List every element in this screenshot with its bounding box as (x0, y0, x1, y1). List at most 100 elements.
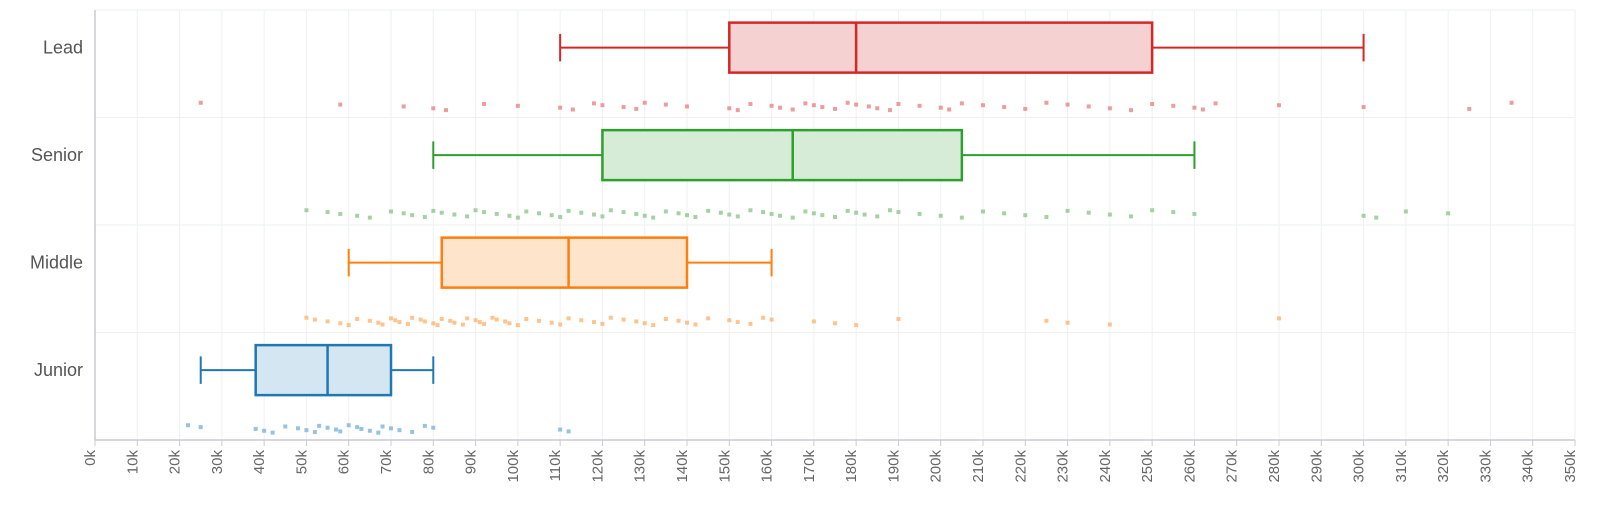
jitter-point (490, 316, 494, 320)
jitter-point (495, 318, 499, 322)
jitter-point (558, 215, 562, 219)
jitter-point (507, 321, 511, 325)
jitter-point (1023, 107, 1027, 111)
jitter-point (283, 424, 287, 428)
jitter-point (812, 319, 816, 323)
x-tick-label: 130k (632, 450, 649, 483)
jitter-point (685, 213, 689, 217)
jitter-point (516, 104, 520, 108)
jitter-point (939, 214, 943, 218)
jitter-point (381, 424, 385, 428)
jitter-point (854, 103, 858, 107)
jitter-point (338, 212, 342, 216)
x-tick-label: 250k (1139, 450, 1156, 483)
jitter-point (1108, 106, 1112, 110)
jitter-point (1066, 209, 1070, 213)
jitter-point (600, 322, 604, 326)
jitter-point (939, 106, 943, 110)
x-tick-label: 140k (674, 450, 691, 483)
jitter-point (677, 319, 681, 323)
x-tick-label: 40k (251, 450, 268, 475)
jitter-point (402, 104, 406, 108)
jitter-point (1446, 211, 1450, 215)
jitter-point (1108, 213, 1112, 217)
box (729, 23, 1152, 73)
jitter-point (347, 423, 351, 427)
y-category-label: Junior (34, 360, 83, 380)
jitter-point (482, 322, 486, 326)
jitter-point (1129, 108, 1133, 112)
jitter-point (567, 209, 571, 213)
jitter-point (960, 216, 964, 220)
jitter-point (727, 106, 731, 110)
jitter-point (1066, 321, 1070, 325)
jitter-point (651, 216, 655, 220)
x-tick-label: 30k (209, 450, 226, 475)
jitter-point (452, 321, 456, 325)
jitter-point (1171, 104, 1175, 108)
jitter-point (410, 213, 414, 217)
jitter-point (846, 209, 850, 213)
jitter-point (393, 318, 397, 322)
jitter-point (833, 107, 837, 111)
box (602, 130, 961, 180)
jitter-point (431, 106, 435, 110)
jitter-point (1171, 210, 1175, 214)
jitter-point (516, 323, 520, 327)
x-tick-label: 220k (1012, 450, 1029, 483)
jitter-point (981, 103, 985, 107)
x-tick-label: 150k (716, 450, 733, 483)
jitter-point (896, 102, 900, 106)
jitter-point (338, 321, 342, 325)
x-tick-label: 210k (970, 450, 987, 483)
jitter-point (410, 316, 414, 320)
jitter-point (465, 316, 469, 320)
jitter-point (896, 210, 900, 214)
jitter-point (482, 210, 486, 214)
jitter-point (440, 211, 444, 215)
jitter-point (736, 108, 740, 112)
x-tick-label: 80k (420, 450, 437, 475)
jitter-point (436, 323, 440, 327)
jitter-point (478, 320, 482, 324)
jitter-point (271, 431, 275, 435)
x-tick-label: 50k (293, 450, 310, 475)
jitter-point (1374, 216, 1378, 220)
jitter-point (643, 101, 647, 105)
jitter-point (389, 316, 393, 320)
jitter-point (347, 323, 351, 327)
jitter-point (397, 320, 401, 324)
jitter-point (854, 211, 858, 215)
jitter-point (664, 317, 668, 321)
jitter-point (643, 321, 647, 325)
jitter-point (313, 430, 317, 434)
jitter-point (368, 216, 372, 220)
jitter-point (1044, 101, 1048, 105)
jitter-point (1087, 211, 1091, 215)
x-tick-label: 230k (1055, 450, 1072, 483)
jitter-point (748, 102, 752, 106)
jitter-point (1510, 101, 1514, 105)
jitter-point (1044, 319, 1048, 323)
jitter-point (947, 108, 951, 112)
jitter-point (609, 208, 613, 212)
jitter-point (423, 215, 427, 219)
jitter-point (326, 210, 330, 214)
jitter-point (440, 317, 444, 321)
x-tick-label: 0k (82, 450, 99, 466)
jitter-point (355, 214, 359, 218)
jitter-point (791, 108, 795, 112)
x-tick-label: 330k (1477, 450, 1494, 483)
jitter-point (706, 316, 710, 320)
jitter-point (317, 424, 321, 428)
jitter-point (579, 318, 583, 322)
x-tick-label: 110k (547, 450, 564, 482)
x-tick-label: 120k (589, 450, 606, 483)
jitter-point (778, 106, 782, 110)
jitter-point (592, 101, 596, 105)
jitter-point (706, 209, 710, 213)
jitter-point (482, 102, 486, 106)
jitter-point (262, 429, 266, 433)
jitter-point (643, 214, 647, 218)
x-tick-label: 350k (1562, 450, 1579, 483)
